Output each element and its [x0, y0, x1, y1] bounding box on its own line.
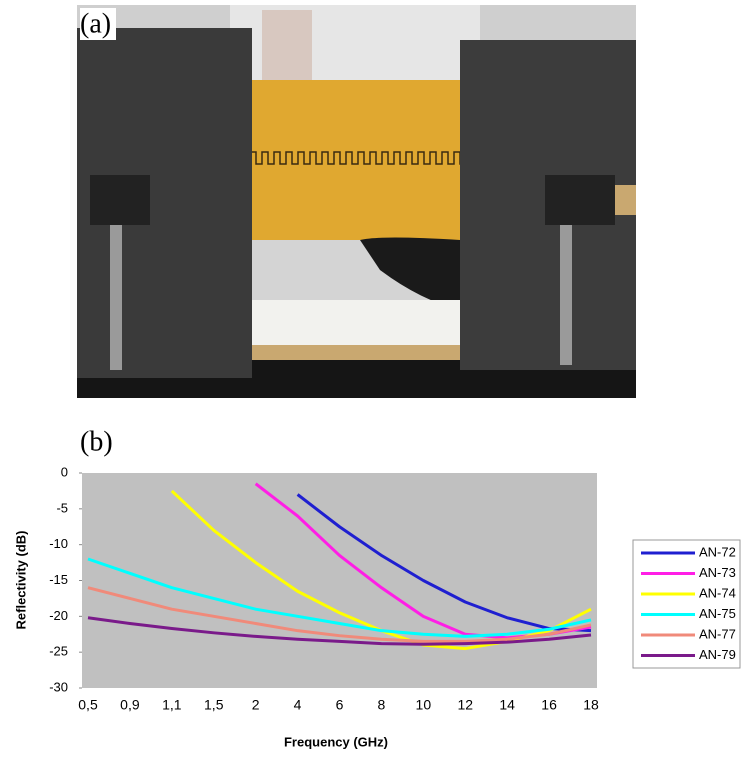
x-tick-label: 18 [583, 697, 599, 713]
series-line [87, 557, 592, 638]
legend-label: AN-73 [699, 565, 736, 580]
y-tick-label: -20 [49, 608, 68, 623]
panel-a-label: (a) [80, 8, 111, 39]
x-tick-label: 8 [378, 697, 386, 713]
y-tick-label: -30 [49, 679, 68, 694]
legend-label: AN-75 [699, 606, 736, 621]
x-tick-label: 2 [252, 697, 260, 713]
x-tick-label: 0,9 [120, 697, 140, 713]
series-line [87, 586, 592, 643]
series-line [296, 493, 592, 633]
y-tick-label: -5 [56, 500, 68, 515]
legend [632, 539, 741, 669]
x-tick-label: 6 [336, 697, 344, 713]
y-tick-label: 0 [61, 464, 68, 479]
legend-label: AN-77 [699, 626, 736, 641]
x-tick-label: 1,1 [162, 697, 182, 713]
y-tick-label: -15 [49, 572, 68, 587]
legend-label: AN-72 [699, 544, 736, 559]
legend-label: AN-79 [699, 647, 736, 662]
x-tick-label: 16 [541, 697, 557, 713]
photo [77, 5, 636, 398]
plot-area [82, 473, 597, 688]
y-axis-label: Reflectivity (dB) [13, 531, 28, 630]
x-tick-label: 12 [457, 697, 473, 713]
x-tick-label: 1,5 [204, 697, 224, 713]
y-tick-label: -10 [49, 536, 68, 551]
series-line [87, 616, 592, 646]
x-tick-label: 10 [416, 697, 432, 713]
panel-b-label: (b) [80, 426, 113, 457]
x-tick-label: 0,5 [78, 697, 98, 713]
label-bg [80, 8, 116, 40]
x-tick-label: 14 [499, 697, 515, 713]
y-tick-label: -25 [49, 644, 68, 659]
x-tick-label: 4 [294, 697, 302, 713]
legend-label: AN-74 [699, 585, 736, 600]
x-axis-label: Frequency (GHz) [284, 734, 388, 749]
